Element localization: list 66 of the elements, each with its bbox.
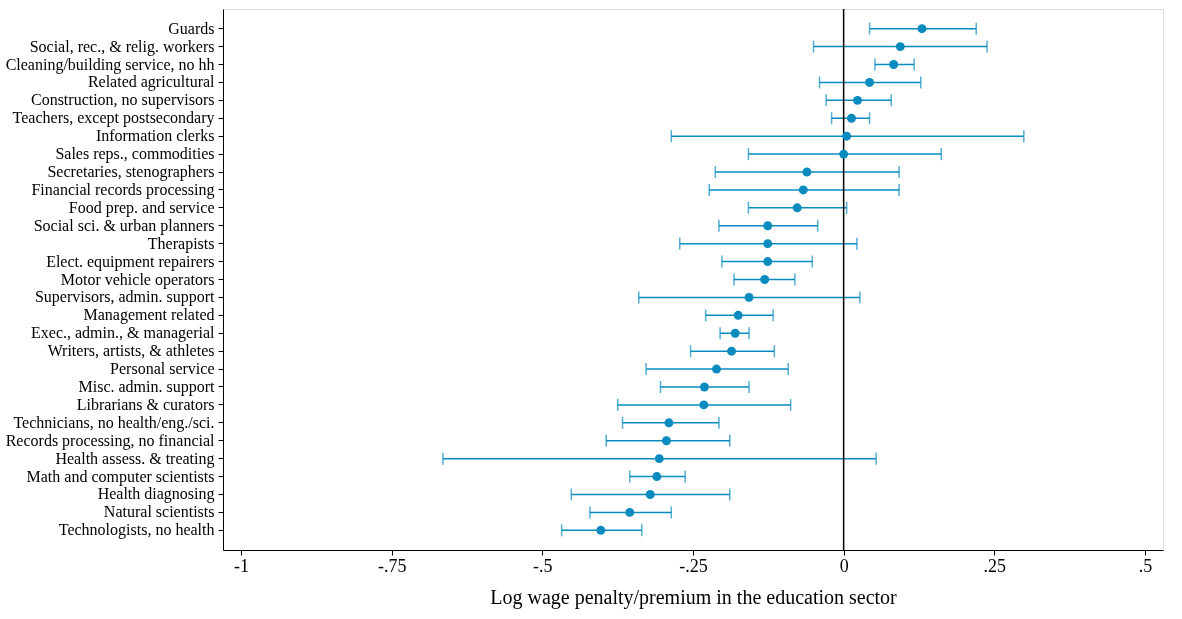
- point: [802, 167, 812, 177]
- y-tick-label: Therapists: [147, 234, 215, 253]
- point: [792, 203, 802, 213]
- point: [596, 525, 606, 535]
- x-tick-label: -.25: [679, 555, 708, 576]
- y-tick-label: Information clerks: [95, 127, 215, 145]
- y-tick-label: Social, rec., & relig. workers: [29, 37, 215, 56]
- y-tick-label: Cleaning/building service, no hh: [5, 55, 215, 74]
- y-tick-label: Records processing, no financial: [5, 431, 216, 450]
- y-tick-label: Health assess. & treating: [55, 449, 215, 468]
- point: [798, 185, 808, 195]
- point: [645, 490, 655, 499]
- y-tick-label: Supervisors, admin. support: [34, 288, 216, 307]
- point: [654, 454, 664, 464]
- x-tick-label: 0: [839, 555, 849, 576]
- point: [625, 507, 635, 517]
- y-tick-label: Librarians & curators: [76, 395, 215, 413]
- y-tick-label: Teachers, except postsecondary: [12, 109, 215, 128]
- x-tick-label: -1: [234, 555, 250, 576]
- y-tick-label: Food prep. and service: [68, 198, 215, 217]
- point: [763, 257, 773, 267]
- point: [744, 292, 754, 302]
- x-tick-label: .5: [1138, 555, 1153, 576]
- y-tick-label: Financial records processing: [31, 180, 215, 199]
- point: [839, 149, 849, 159]
- point: [853, 95, 862, 105]
- point: [664, 418, 674, 428]
- y-tick-label: Math and computer scientists: [26, 467, 215, 486]
- y-tick-label: Sales reps., commodities: [55, 145, 215, 164]
- point: [842, 131, 852, 141]
- y-tick-label: Social sci. & urban planners: [33, 216, 215, 235]
- point: [865, 77, 875, 87]
- y-tick-label: Technologists, no health: [58, 521, 215, 540]
- y-tick-label: Health diagnosing: [97, 485, 215, 504]
- point: [730, 328, 740, 338]
- y-tick-label: Motor vehicle operators: [60, 270, 215, 289]
- point: [760, 275, 770, 284]
- point: [652, 472, 662, 482]
- point: [895, 42, 905, 52]
- y-tick-label: Secretaries, stenographers: [47, 163, 215, 182]
- point: [763, 239, 773, 249]
- point: [917, 24, 927, 34]
- y-tick-label: Elect. equipment repairers: [46, 252, 215, 271]
- x-tick-label: .25: [983, 555, 1007, 576]
- y-tick-label: Misc. admin. support: [78, 377, 216, 396]
- y-tick-label: Natural scientists: [103, 503, 215, 521]
- x-tick-label: -.5: [533, 555, 553, 576]
- y-tick-label: Guards: [168, 19, 215, 37]
- point: [699, 400, 709, 410]
- x-tick-label: -.75: [377, 555, 407, 576]
- point: [763, 221, 773, 231]
- point: [889, 60, 899, 69]
- y-tick-label: Technicians, no health/eng./sci.: [13, 413, 215, 432]
- point: [847, 113, 856, 123]
- y-tick-label: Writers, artists, & athletes: [47, 342, 215, 360]
- point: [727, 346, 737, 356]
- point: [733, 310, 743, 320]
- x-axis-title: Log wage penalty/premium in the education sector: [490, 585, 898, 609]
- y-tick-label: Management related: [83, 306, 215, 325]
- y-tick-label: Construction, no supervisors: [30, 91, 215, 110]
- y-tick-label: Exec., admin., & managerial: [31, 324, 216, 343]
- point: [712, 364, 721, 374]
- y-tick-label: Personal service: [110, 360, 215, 378]
- point: [699, 382, 709, 392]
- point: [662, 436, 671, 446]
- y-tick-label: Related agricultural: [87, 73, 216, 92]
